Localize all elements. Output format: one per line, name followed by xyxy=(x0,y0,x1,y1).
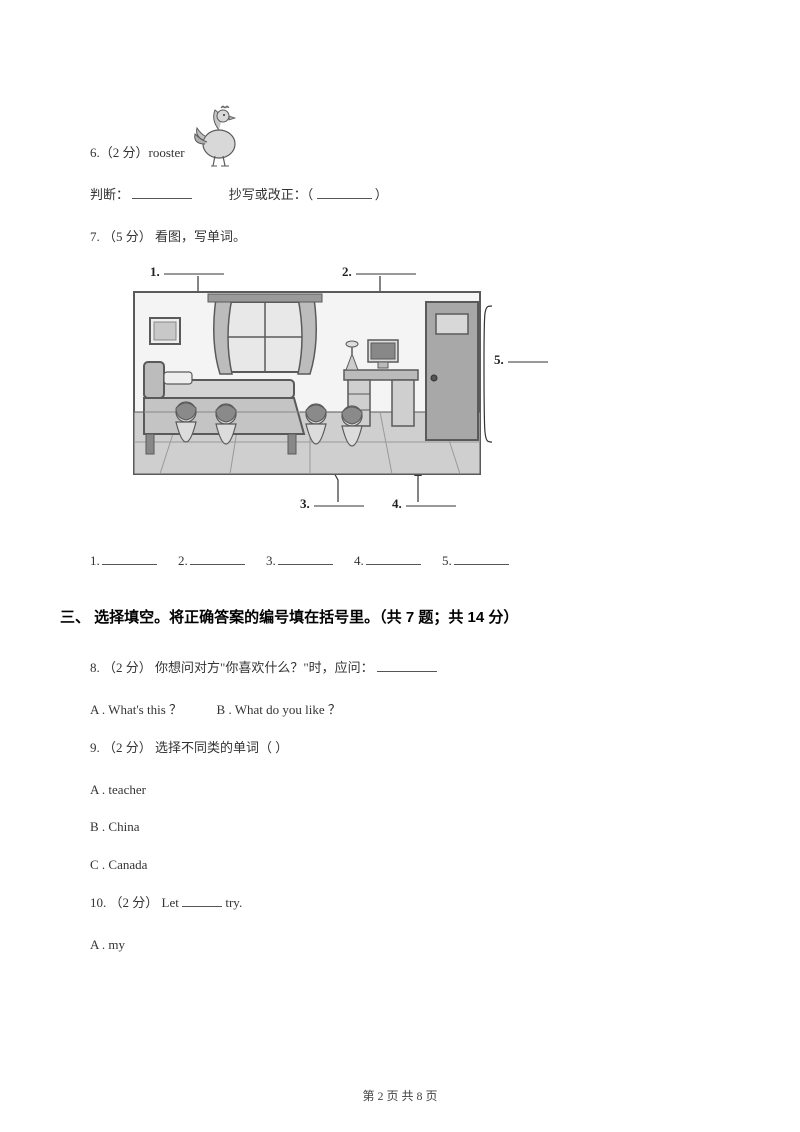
page-footer: 第 2 页 共 8 页 xyxy=(0,1087,800,1104)
q7-number: 7. xyxy=(90,229,100,244)
rooster-icon xyxy=(191,100,247,170)
q8-optA[interactable]: A . What's this ？ xyxy=(90,702,182,717)
q7-a4-num: 4. xyxy=(354,553,364,568)
q9-optC[interactable]: C . Canada xyxy=(90,848,740,882)
svg-text:5.: 5. xyxy=(494,352,504,367)
q10-optA[interactable]: A . my xyxy=(90,928,740,962)
q7-a2-blank[interactable] xyxy=(190,552,245,565)
q8-prompt: 你想问对方"你喜欢什么？"时，应问： xyxy=(155,660,374,675)
q8-blank[interactable] xyxy=(377,659,437,672)
q6-copy-label: 抄写或改正：（ xyxy=(229,187,314,202)
q7-a2-num: 2. xyxy=(178,553,188,568)
q9-points: （2 分） xyxy=(103,740,152,755)
q10-row: 10. （2 分） Let try. xyxy=(90,886,740,920)
q7-row: 7. （5 分） 看图，写单词。 xyxy=(90,220,740,254)
q7-answer-row: 1. 2. 3. 4. 5. xyxy=(90,544,740,578)
q6-judge-row: 判断： 抄写或改正：（ ） xyxy=(90,178,740,212)
q6-points: （2 分） xyxy=(100,136,149,170)
q6-judge-label: 判断： xyxy=(90,187,129,202)
q6-word: rooster xyxy=(149,136,185,170)
q6-copy-blank[interactable] xyxy=(317,186,372,199)
room-scene-icon: 1. 2. 5. 3. 4. xyxy=(120,262,550,522)
q7-points: （5 分） xyxy=(103,229,152,244)
q6-judge-blank[interactable] xyxy=(132,186,192,199)
svg-text:2.: 2. xyxy=(342,264,352,279)
q8-points: （2 分） xyxy=(103,660,152,675)
q7-a1-blank[interactable] xyxy=(102,552,157,565)
q7-a3-num: 3. xyxy=(266,553,276,568)
q9-row: 9. （2 分） 选择不同类的单词（ ） xyxy=(90,731,740,765)
q8-row: 8. （2 分） 你想问对方"你喜欢什么？"时，应问： xyxy=(90,651,740,685)
q7-a5-num: 5. xyxy=(442,553,452,568)
q9-optB[interactable]: B . China xyxy=(90,810,740,844)
q7-a5-blank[interactable] xyxy=(454,552,509,565)
q10-post: try. xyxy=(225,895,242,910)
q6-copy-end: ） xyxy=(375,187,388,202)
q9-optA[interactable]: A . teacher xyxy=(90,773,740,807)
svg-text:3.: 3. xyxy=(300,496,310,511)
q6-row: 6. （2 分） rooster xyxy=(90,100,740,170)
q7-a1-num: 1. xyxy=(90,553,100,568)
q9-number: 9. xyxy=(90,740,100,755)
q7-a3-blank[interactable] xyxy=(278,552,333,565)
q8-options-row: A . What's this ？ B . What do you like ？ xyxy=(90,693,740,727)
q8-number: 8. xyxy=(90,660,100,675)
q9-prompt: 选择不同类的单词（ ） xyxy=(155,740,288,755)
section3-title: 三、 选择填空。将正确答案的编号填在括号里。（共 7 题；共 14 分） xyxy=(60,598,740,637)
svg-text:1.: 1. xyxy=(150,264,160,279)
q7-a4-blank[interactable] xyxy=(366,552,421,565)
q6-number: 6. xyxy=(90,136,100,170)
page-content: 6. （2 分） rooster 判断： 抄写或改正：（ ） 7. （5 分） … xyxy=(60,100,740,962)
svg-text:4.: 4. xyxy=(392,496,402,511)
q10-points: （2 分） xyxy=(110,895,159,910)
q8-optB[interactable]: B . What do you like ？ xyxy=(217,702,341,717)
q10-blank[interactable] xyxy=(182,894,222,907)
q10-number: 10. xyxy=(90,895,106,910)
q10-pre: Let xyxy=(162,895,183,910)
q7-prompt: 看图，写单词。 xyxy=(155,229,246,244)
q7-image-wrap: 1. 2. 5. 3. 4. xyxy=(120,262,740,535)
